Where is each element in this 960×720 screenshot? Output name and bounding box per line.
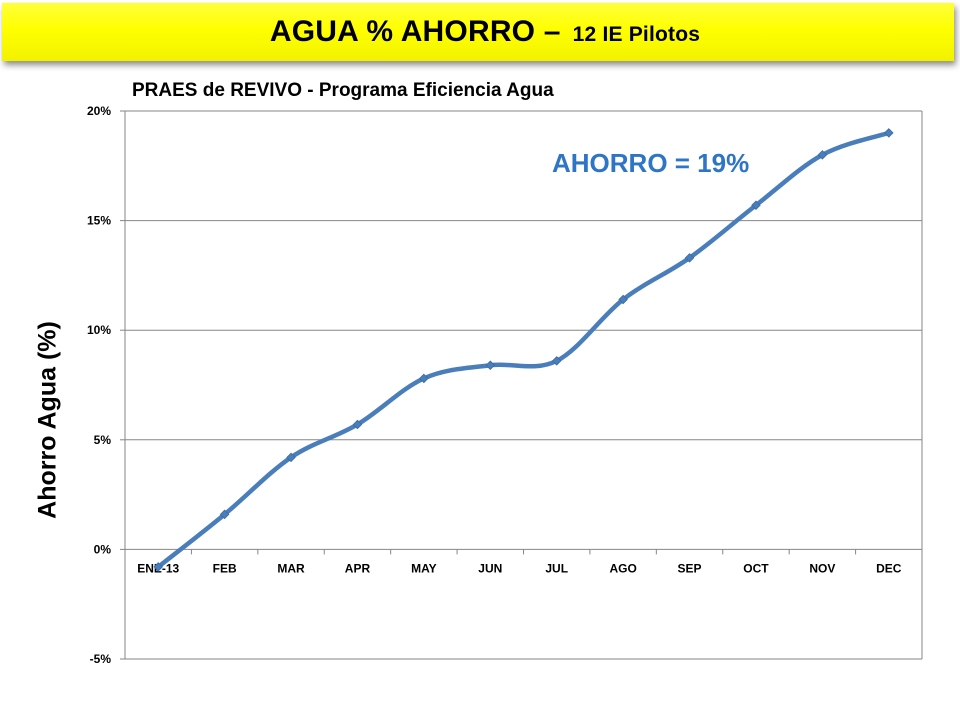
x-tick-label: JUN xyxy=(478,561,502,575)
x-tick-label: APR xyxy=(345,561,371,575)
data-point xyxy=(419,373,429,384)
data-point xyxy=(153,562,163,572)
chart-title: PRAES de REVIVO - Programa Eficiencia Ag… xyxy=(132,80,554,101)
x-tick-label: FEB xyxy=(213,561,237,575)
data-point xyxy=(352,419,363,430)
y-tick-label: 10% xyxy=(87,323,111,337)
gridlines xyxy=(125,110,922,660)
x-tick-label: JUL xyxy=(545,561,568,575)
x-tick-label: MAR xyxy=(277,561,305,575)
page-title: AGUA % AHORRO – 12 IE Pilotos xyxy=(270,15,700,49)
x-tick-labels: ENE-13FEBMARAPRMAYJUNJULAGOSEPOCTNOVDEC xyxy=(137,561,902,575)
y-tick-label: 0% xyxy=(94,542,112,556)
series-line xyxy=(155,130,892,570)
y-tick-label: 5% xyxy=(94,433,112,447)
y-tick-labels: -5% 0% 5% 10% 15% 20% xyxy=(87,104,111,666)
series-layer xyxy=(153,128,894,572)
y-tick-label: -5% xyxy=(90,652,112,666)
data-point xyxy=(551,356,562,366)
x-tick-label: OCT xyxy=(743,561,769,575)
x-tick-label: NOV xyxy=(809,561,835,575)
x-tick-label: MAY xyxy=(411,561,437,575)
data-point xyxy=(485,360,496,371)
data-point xyxy=(618,294,628,305)
axes xyxy=(120,110,923,660)
data-point xyxy=(751,200,761,211)
data-point xyxy=(286,452,296,463)
savings-annotation: AHORRO = 19% xyxy=(552,148,750,178)
x-tick-label: SEP xyxy=(678,561,702,575)
data-point xyxy=(884,128,894,138)
x-tick-label: DEC xyxy=(876,561,902,575)
page-title-sub: 12 IE Pilotos xyxy=(572,23,701,46)
data-point xyxy=(684,253,695,263)
y-tick-label: 20% xyxy=(87,104,111,118)
data-point xyxy=(817,150,828,160)
title-banner: AGUA % AHORRO – 12 IE Pilotos xyxy=(2,3,954,61)
data-point xyxy=(219,509,230,520)
y-tick-label: 15% xyxy=(87,214,111,228)
x-tick-label: AGO xyxy=(609,561,636,575)
page-title-main: AGUA % AHORRO – xyxy=(269,15,561,48)
